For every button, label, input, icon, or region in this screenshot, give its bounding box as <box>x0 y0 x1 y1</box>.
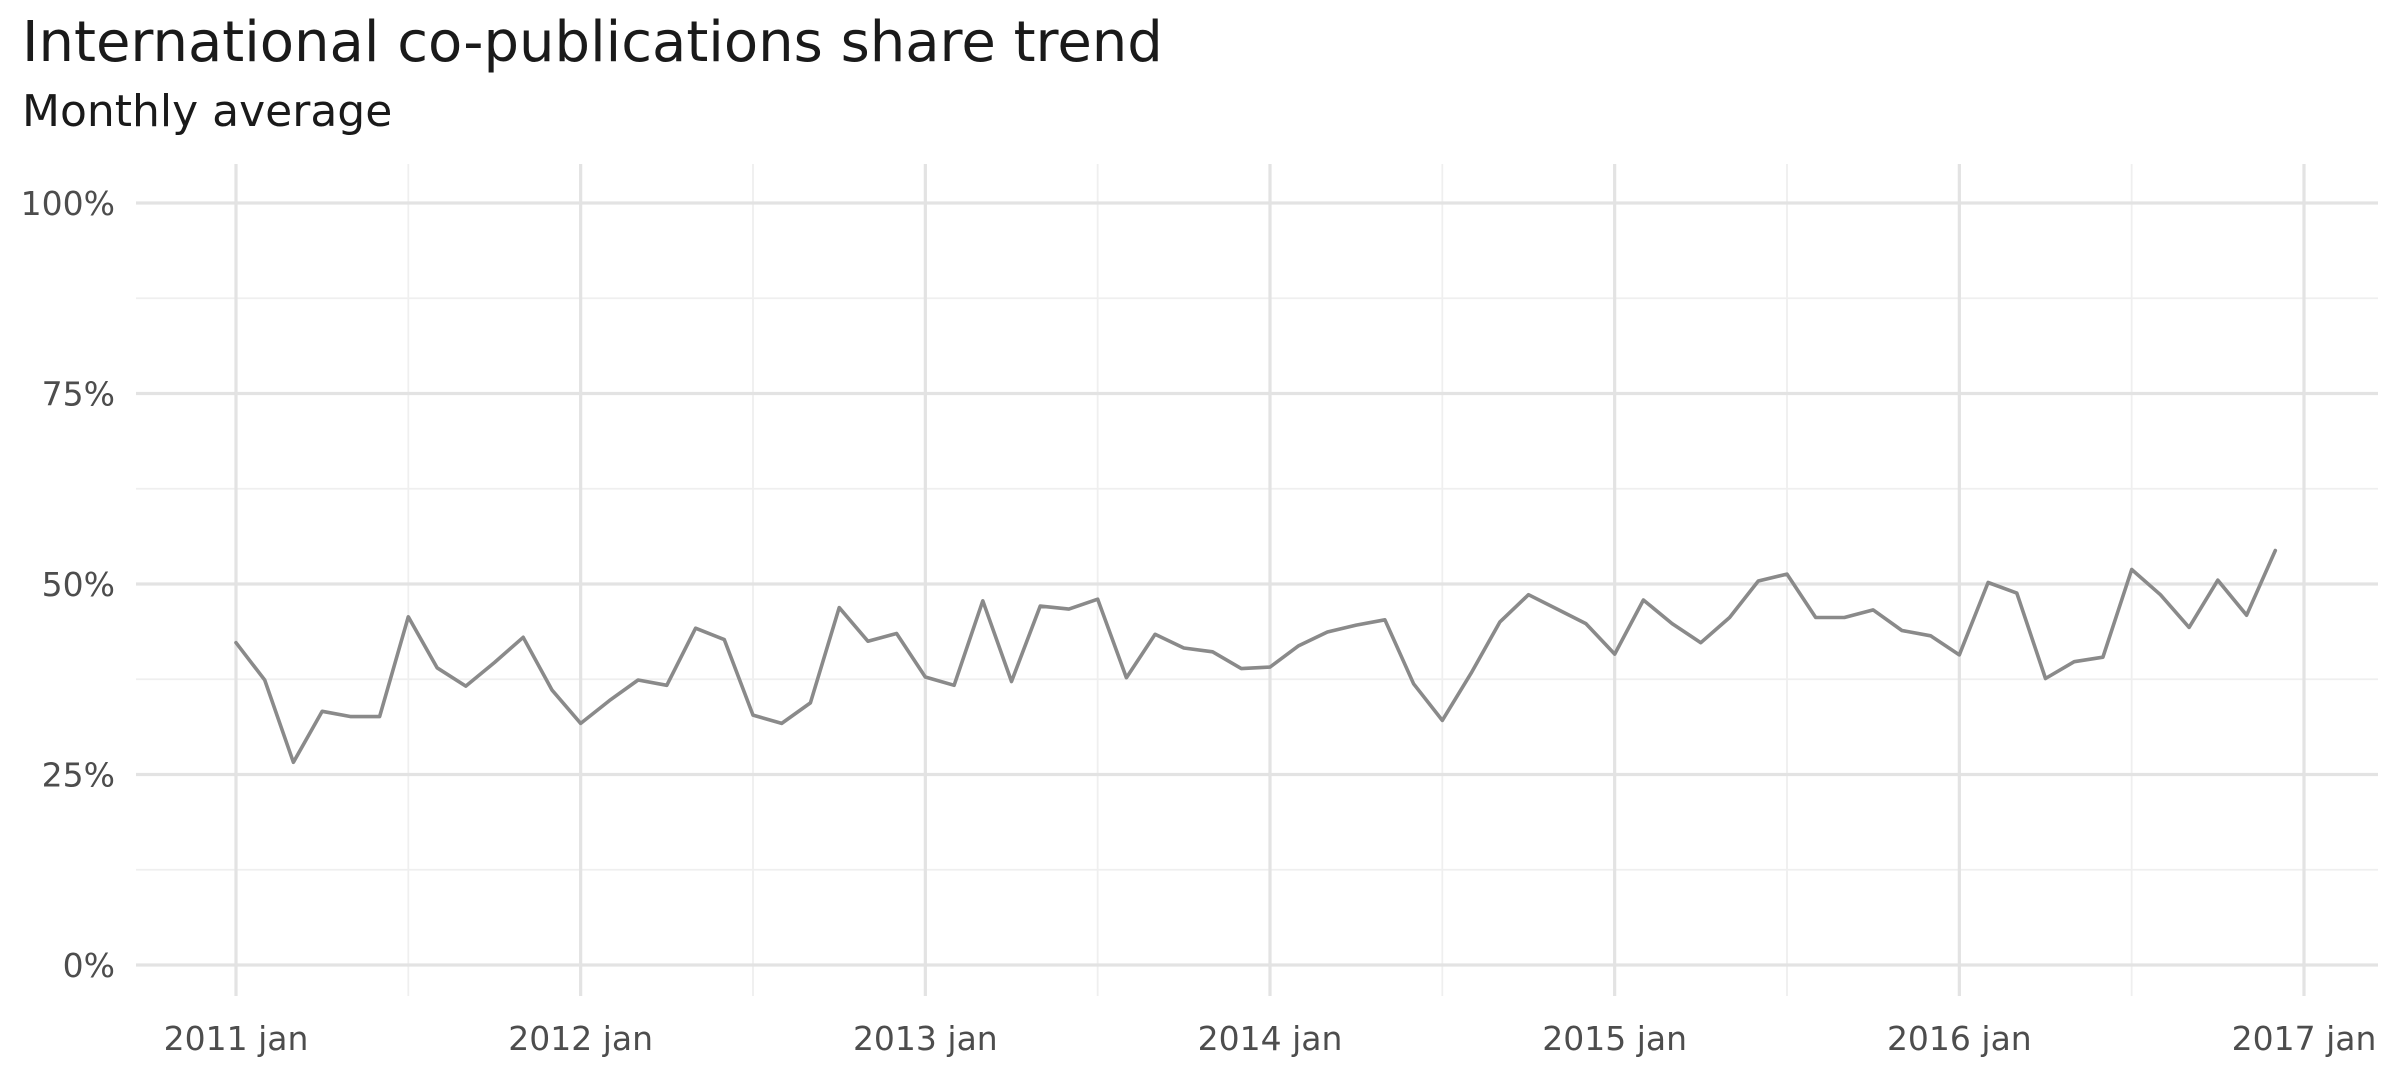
x-tick-label: 2011 jan <box>164 1019 309 1058</box>
x-tick-label: 2012 jan <box>508 1019 653 1058</box>
x-tick-label: 2016 jan <box>1887 1019 2032 1058</box>
chart-title: International co-publications share tren… <box>22 10 1163 75</box>
y-tick-label: 100% <box>21 184 115 223</box>
y-tick-label: 25% <box>42 756 115 795</box>
y-tick-label: 0% <box>63 946 115 985</box>
series-line <box>234 548 2278 765</box>
x-tick-label: 2015 jan <box>1542 1019 1687 1058</box>
y-tick-label: 75% <box>42 375 115 414</box>
x-tick-label: 2013 jan <box>853 1019 998 1058</box>
x-tick-label: 2014 jan <box>1198 1019 1343 1058</box>
y-tick-label: 50% <box>42 565 115 604</box>
x-tick-label: 2017 jan <box>2232 1019 2377 1058</box>
chart-subtitle: Monthly average <box>22 86 393 137</box>
